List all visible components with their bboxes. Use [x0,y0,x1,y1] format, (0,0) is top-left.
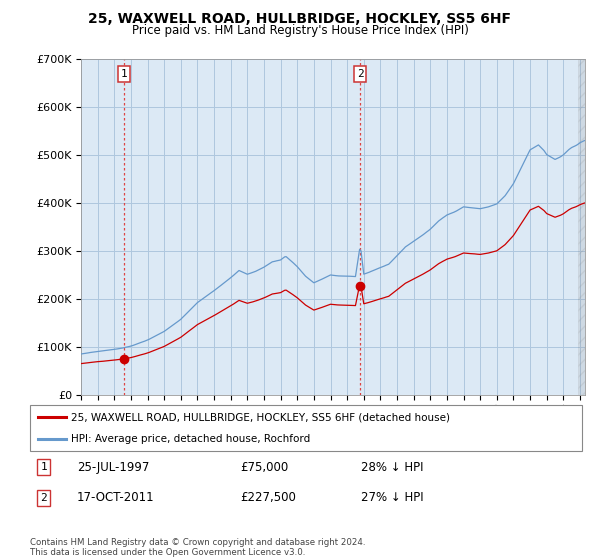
Text: 27% ↓ HPI: 27% ↓ HPI [361,491,424,504]
Text: £227,500: £227,500 [240,491,296,504]
Text: 17-OCT-2011: 17-OCT-2011 [77,491,155,504]
Text: £75,000: £75,000 [240,461,288,474]
Text: 25-JUL-1997: 25-JUL-1997 [77,461,149,474]
FancyBboxPatch shape [30,405,582,451]
Text: Price paid vs. HM Land Registry's House Price Index (HPI): Price paid vs. HM Land Registry's House … [131,24,469,37]
Text: 1: 1 [40,462,47,472]
Text: HPI: Average price, detached house, Rochford: HPI: Average price, detached house, Roch… [71,435,311,444]
Text: 1: 1 [121,69,127,79]
Text: 25, WAXWELL ROAD, HULLBRIDGE, HOCKLEY, SS5 6HF (detached house): 25, WAXWELL ROAD, HULLBRIDGE, HOCKLEY, S… [71,412,451,422]
Text: Contains HM Land Registry data © Crown copyright and database right 2024.
This d: Contains HM Land Registry data © Crown c… [30,538,365,557]
Text: 28% ↓ HPI: 28% ↓ HPI [361,461,424,474]
Text: 25, WAXWELL ROAD, HULLBRIDGE, HOCKLEY, SS5 6HF: 25, WAXWELL ROAD, HULLBRIDGE, HOCKLEY, S… [89,12,511,26]
Bar [578,59,593,395]
Text: 2: 2 [40,493,47,503]
Text: 2: 2 [357,69,364,79]
